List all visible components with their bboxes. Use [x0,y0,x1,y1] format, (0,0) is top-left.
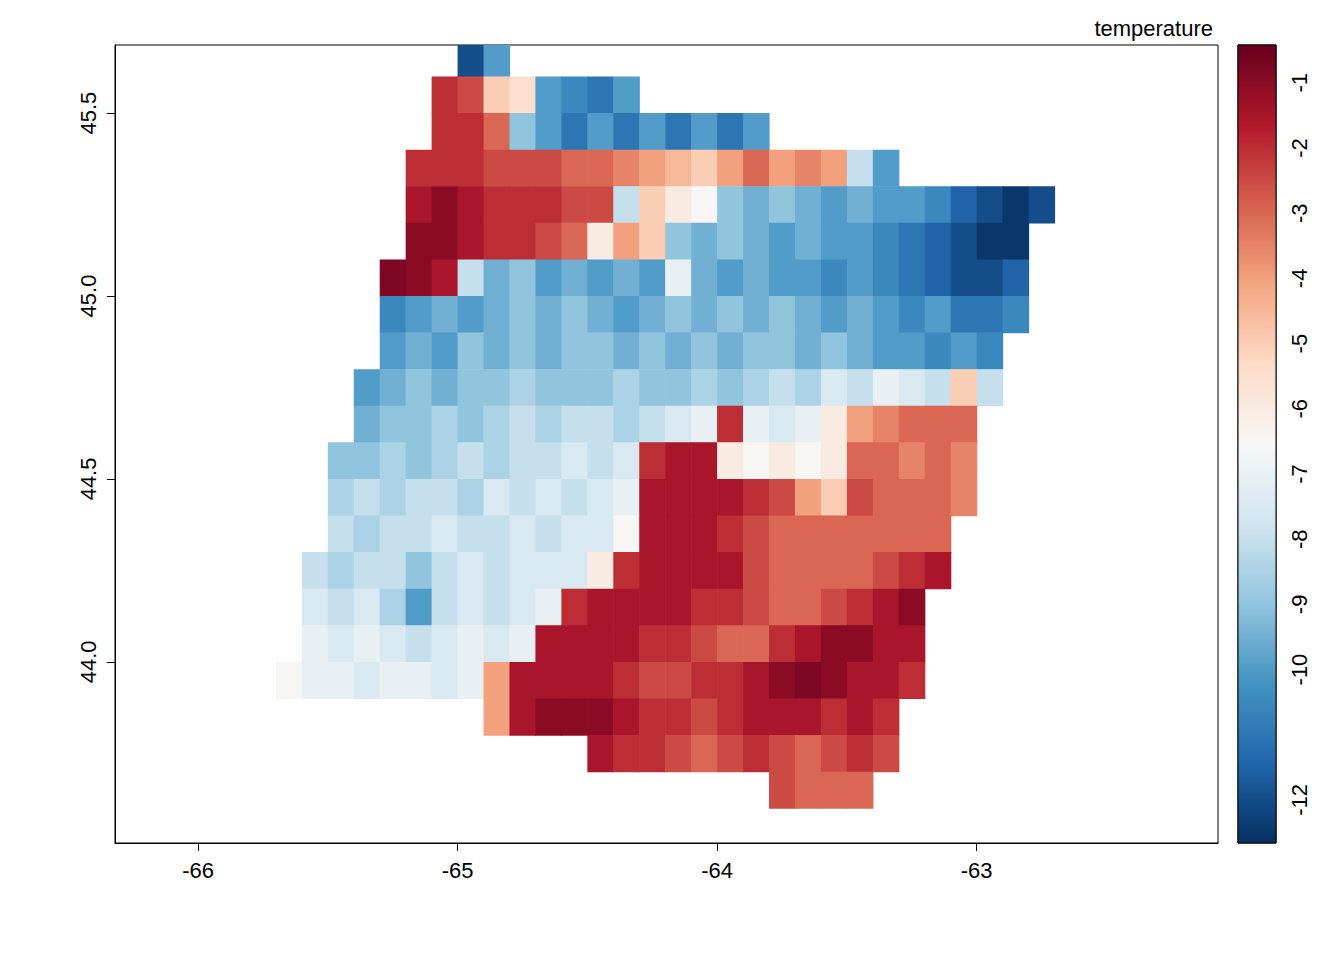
svg-text:-10: -10 [1287,654,1312,686]
svg-text:-6: -6 [1287,399,1312,419]
svg-text:-9: -9 [1287,595,1312,615]
svg-text:-1: -1 [1287,73,1312,93]
svg-text:44.0: 44.0 [76,640,101,683]
svg-text:-64: -64 [701,858,733,883]
svg-text:-63: -63 [961,858,993,883]
svg-text:45.0: 45.0 [76,275,101,318]
svg-text:-3: -3 [1287,203,1312,223]
svg-text:45.5: 45.5 [76,92,101,135]
svg-text:-7: -7 [1287,464,1312,484]
svg-text:-12: -12 [1287,784,1312,816]
svg-text:-5: -5 [1287,334,1312,354]
svg-text:-4: -4 [1287,269,1312,289]
svg-text:temperature: temperature [1094,16,1213,41]
svg-text:-66: -66 [182,858,214,883]
svg-text:-65: -65 [442,858,474,883]
svg-text:-2: -2 [1287,138,1312,158]
svg-text:-8: -8 [1287,529,1312,549]
svg-text:44.5: 44.5 [76,458,101,501]
